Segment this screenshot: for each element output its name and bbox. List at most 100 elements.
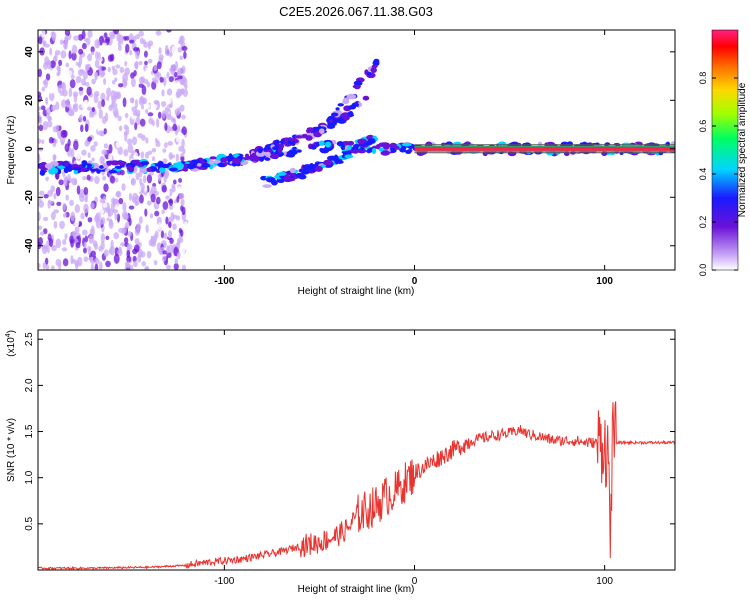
- snr-panel: -100 0 100 0.5 1.0 1.5 2.0 2.5 Height of straig…: [5, 329, 676, 595]
- heatmap-cell: [82, 115, 87, 122]
- heatmap-cell: [289, 167, 296, 174]
- heatmap-cell: [160, 230, 165, 239]
- snr-series-line: [38, 401, 675, 570]
- heatmap-cell: [161, 163, 170, 169]
- heatmap-cell: [177, 107, 181, 114]
- heatmap-cell: [337, 103, 344, 107]
- heatmap-cell: [79, 188, 85, 199]
- spectrogram-ytick-label: 40: [24, 46, 35, 58]
- heatmap-cell: [134, 152, 139, 160]
- heatmap-cell: [154, 210, 160, 217]
- heatmap-cell: [260, 175, 268, 181]
- heatmap-cell: [172, 223, 177, 231]
- spectrogram-ytick-label: 0: [24, 146, 35, 152]
- heatmap-cell: [146, 167, 152, 173]
- heatmap-cell: [117, 146, 123, 156]
- heatmap-cell: [149, 213, 154, 219]
- heatmap-cell: [71, 44, 78, 55]
- heatmap-cell: [327, 122, 337, 126]
- heatmap-cell: [126, 138, 133, 145]
- spectrogram-heatmap: [38, 30, 675, 270]
- heatmap-cell: [171, 185, 176, 193]
- heatmap-cell: [324, 141, 332, 148]
- heatmap-cell: [99, 165, 104, 169]
- heatmap-cell: [93, 93, 99, 104]
- heatmap-cell: [166, 187, 170, 198]
- snr-ytick-label: 1.5: [24, 424, 35, 438]
- heatmap-cell: [83, 256, 89, 262]
- heatmap-cell: [62, 238, 67, 246]
- heatmap-cell: [121, 221, 126, 229]
- heatmap-cell: [318, 140, 325, 146]
- heatmap-cell: [154, 230, 159, 239]
- heatmap-cell: [47, 177, 53, 188]
- heatmap-cell: [178, 88, 185, 95]
- heatmap-cell: [147, 112, 154, 117]
- heatmap-cell: [42, 262, 47, 270]
- heatmap-cell: [155, 118, 160, 128]
- heatmap-cell: [42, 120, 49, 131]
- heatmap-cell: [97, 100, 102, 110]
- snr-ytick-label: 2.0: [24, 378, 35, 392]
- heatmap-cell: [277, 171, 287, 176]
- heatmap-cell: [130, 77, 136, 88]
- heatmap-cell: [48, 91, 55, 102]
- heatmap-cell: [71, 177, 78, 186]
- heatmap-cell: [362, 95, 370, 101]
- heatmap-cell: [166, 72, 170, 79]
- heatmap-cell: [303, 164, 312, 168]
- heatmap-cell: [102, 202, 108, 208]
- heatmap-cell: [115, 191, 121, 198]
- heatmap-cell: [136, 184, 142, 193]
- heatmap-cell: [180, 205, 184, 212]
- heatmap-cell: [168, 198, 174, 207]
- heatmap-cell: [372, 60, 380, 65]
- heatmap-cell: [566, 141, 574, 147]
- heatmap-cell: [70, 211, 76, 222]
- heatmap-cell: [201, 163, 211, 168]
- heatmap-cell: [145, 137, 149, 144]
- heatmap-cell: [178, 178, 183, 183]
- heatmap-cell: [161, 89, 165, 97]
- heatmap-cell: [393, 145, 400, 150]
- heatmap-cell: [183, 51, 187, 60]
- heatmap-cell: [271, 153, 280, 159]
- heatmap-cell: [126, 231, 133, 237]
- heatmap-cell: [105, 36, 111, 43]
- heatmap-cell: [138, 83, 144, 88]
- heatmap-cell: [563, 150, 570, 157]
- heatmap-cell: [115, 141, 121, 149]
- heatmap-cell: [158, 222, 162, 231]
- heatmap-cell: [84, 99, 89, 108]
- heatmap-cell: [91, 106, 95, 113]
- heatmap-cell: [69, 199, 74, 207]
- heatmap-cell: [50, 60, 56, 69]
- heatmap-cell: [128, 167, 135, 173]
- heatmap-cell: [56, 201, 62, 207]
- heatmap-cell: [51, 104, 57, 112]
- heatmap-cell: [295, 135, 303, 139]
- heatmap-cell: [98, 35, 105, 46]
- heatmap-cell: [161, 209, 165, 215]
- heatmap-cell: [69, 40, 73, 51]
- heatmap-cell: [93, 114, 100, 120]
- heatmap-cell: [143, 41, 149, 48]
- heatmap-cell: [106, 161, 112, 166]
- heatmap-cell: [124, 113, 129, 119]
- heatmap-cell: [158, 47, 162, 55]
- heatmap-cell: [152, 32, 157, 39]
- heatmap-cell: [100, 240, 105, 251]
- heatmap-cell: [130, 162, 136, 168]
- heatmap-cell: [286, 151, 296, 158]
- heatmap-cell: [137, 254, 142, 263]
- heatmap-cell: [161, 110, 166, 119]
- heatmap-cell: [106, 46, 111, 52]
- colorbar: 0.0 0.2 0.4 0.6 0.8 Normalized spectral ampl…: [698, 29, 748, 276]
- heatmap-cell: [80, 124, 84, 133]
- heatmap-cell: [50, 211, 56, 221]
- heatmap-cell: [87, 53, 93, 62]
- heatmap-cell: [142, 175, 147, 184]
- heatmap-cell: [117, 160, 127, 166]
- heatmap-cell: [172, 118, 177, 126]
- heatmap-cell: [64, 233, 68, 240]
